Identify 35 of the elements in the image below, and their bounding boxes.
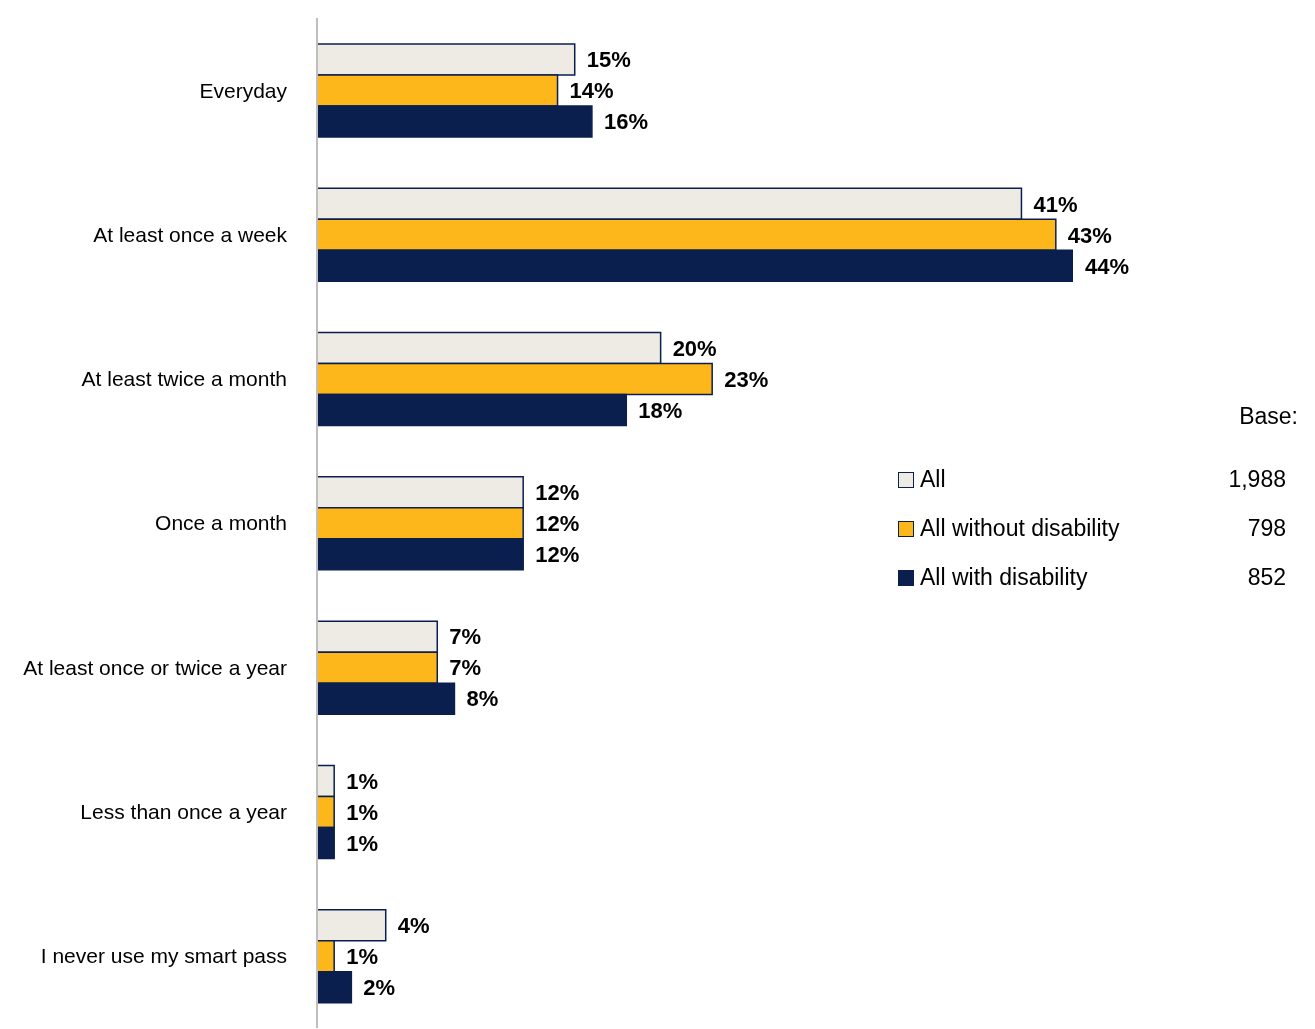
data-label: 7% [449,655,482,681]
y-tick-label: Everyday [199,78,288,102]
data-label: 44% [1085,253,1130,279]
data-label: 4% [397,913,430,939]
data-label: 20% [672,335,717,361]
text: 1,988 [1227,466,1287,493]
data-label: 23% [724,366,769,392]
data-label: 12% [535,511,580,537]
data-label: 2% [363,975,396,1001]
y-tick-label: Once a month [155,511,287,535]
y-tick-label: At least once a week [93,222,288,246]
legend-label: All without disability [920,515,1121,542]
y-tick-label: At least once or twice a year [23,655,287,679]
legend-title: Base: [1238,403,1298,431]
data-label: 43% [1067,222,1112,248]
data-label: 16% [603,109,648,135]
text: 798 [1246,515,1287,542]
data-label: 1% [346,830,378,856]
data-label: 1% [346,768,378,794]
legend-label: All [920,466,947,493]
data-label: 1% [346,944,378,970]
y-tick-label: I never use my smart pass [40,944,287,968]
y-tick-label: At least twice a month [81,367,287,391]
data-label: 7% [449,624,482,650]
legend-label: All with disability [920,564,1089,591]
data-label: 41% [1033,191,1078,217]
data-label: 12% [535,542,580,568]
data-label: 14% [569,78,614,104]
data-label: 12% [535,480,580,506]
data-label: 18% [638,397,683,423]
y-tick-label: Less than once a year [80,800,287,824]
data-label: 8% [466,686,499,712]
data-label: 1% [346,799,378,825]
text: 852 [1246,564,1287,591]
data-label: 15% [586,47,631,73]
